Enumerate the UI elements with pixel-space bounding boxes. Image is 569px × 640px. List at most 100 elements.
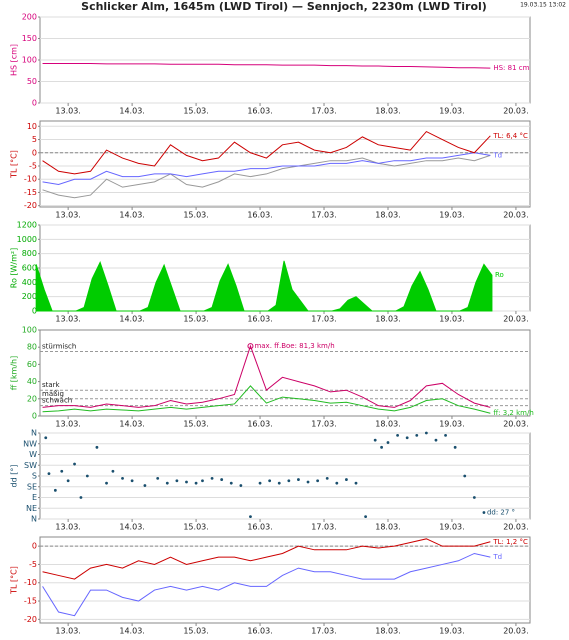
point [105,481,108,485]
end-label: Ro [495,271,504,279]
point [175,479,179,483]
x-tick-label: 17.03. [311,523,336,532]
x-tick-label: 13.03. [55,211,80,220]
point [44,436,48,440]
x-tick-label: 20.03. [503,315,528,324]
point [156,476,160,480]
y-axis-label: TL [°C] [10,566,19,595]
y-tick-label: 60 [27,360,37,369]
x-tick-label: 19.03. [439,523,464,532]
x-tick-label: 17.03. [311,211,336,220]
point [130,479,134,483]
y-tick-label: 80 [27,343,37,352]
x-tick-label: 15.03. [183,211,208,220]
plot-area [39,536,531,624]
y-tick-label: 800 [22,249,37,258]
point [434,438,438,442]
point [354,481,358,485]
point [85,474,89,478]
y-tick-label: NE [26,504,37,513]
point [268,479,272,483]
y-tick-label: -5 [29,161,37,170]
point [229,481,233,485]
x-tick-label: 14.03. [119,627,144,636]
point [380,445,383,449]
line [42,62,491,69]
y-tick-label: -20 [24,201,37,210]
point [66,479,70,483]
x-tick-label: 13.03. [55,523,80,532]
point [111,469,115,473]
x-tick-label: 18.03. [375,107,400,116]
x-tick-label: 16.03. [247,315,272,324]
x-tick-label: 14.03. [119,420,144,429]
y-tick-label: 1000 [17,235,37,244]
point [306,480,310,484]
y-tick-label: SW [24,461,37,470]
timestamp: 19.03.15 13:02 [520,2,566,9]
x-tick-label: 17.03. [311,420,336,429]
y-tick-label: 0 [32,412,37,421]
y-tick-label: 40 [27,377,37,386]
point [297,478,300,481]
x-tick-label: 19.03. [439,420,464,429]
line [42,552,491,617]
y-axis-label: ff [km/h] [10,356,19,391]
line [42,154,491,199]
point [415,433,419,437]
x-tick-label: 14.03. [119,107,144,116]
point [386,441,390,444]
x-tick-label: 13.03. [55,627,80,636]
x-tick-label: 15.03. [183,523,208,532]
max-marker [247,343,254,350]
line [42,344,491,408]
threshold-label: stark [42,381,61,389]
line [42,538,491,580]
point [210,476,214,480]
point [482,511,486,514]
y-tick-label: S [32,472,37,481]
threshold-label: schwach [42,397,72,405]
y-tick-label: 20 [27,394,37,403]
x-tick-label: 14.03. [119,211,144,220]
end-label: TL: 1,2 °C [492,538,528,546]
x-tick-label: 15.03. [183,315,208,324]
y-tick-label: NW [23,439,37,448]
x-tick-label: 19.03. [439,211,464,220]
x-tick-label: 15.03. [183,107,208,116]
line [42,130,491,175]
x-tick-label: 13.03. [55,420,80,429]
point [287,479,291,483]
end-label: TL: 6,4 °C [492,132,528,140]
point [258,481,262,485]
y-tick-label: 200 [22,292,37,301]
x-tick-label: 20.03. [503,420,528,429]
chart-title: Schlicker Alm, 1645m (LWD Tirol) — Sennj… [81,0,487,13]
y-tick-label: 0 [32,542,37,551]
threshold-label: mäßig [42,390,64,398]
point [194,481,198,485]
point [424,431,428,435]
point [405,436,409,440]
point [143,484,147,487]
y-tick-label: 0 [32,307,37,316]
point [316,479,320,483]
line [42,385,491,414]
y-tick-label: 5 [32,135,37,144]
point [249,515,252,519]
x-tick-label: 16.03. [247,211,272,220]
y-tick-label: SE [27,482,37,491]
end-label: HS: 81 cm [493,64,529,72]
y-tick-label: -10 [24,175,37,184]
x-tick-label: 16.03. [247,627,272,636]
y-tick-label: 1200 [17,221,37,230]
y-tick-label: 10 [27,122,37,131]
y-tick-label: 0 [32,148,37,157]
x-tick-label: 19.03. [439,627,464,636]
y-tick-label: E [32,493,37,502]
y-tick-label: 200 [22,13,37,22]
point [453,445,457,449]
x-tick-label: 18.03. [375,315,400,324]
